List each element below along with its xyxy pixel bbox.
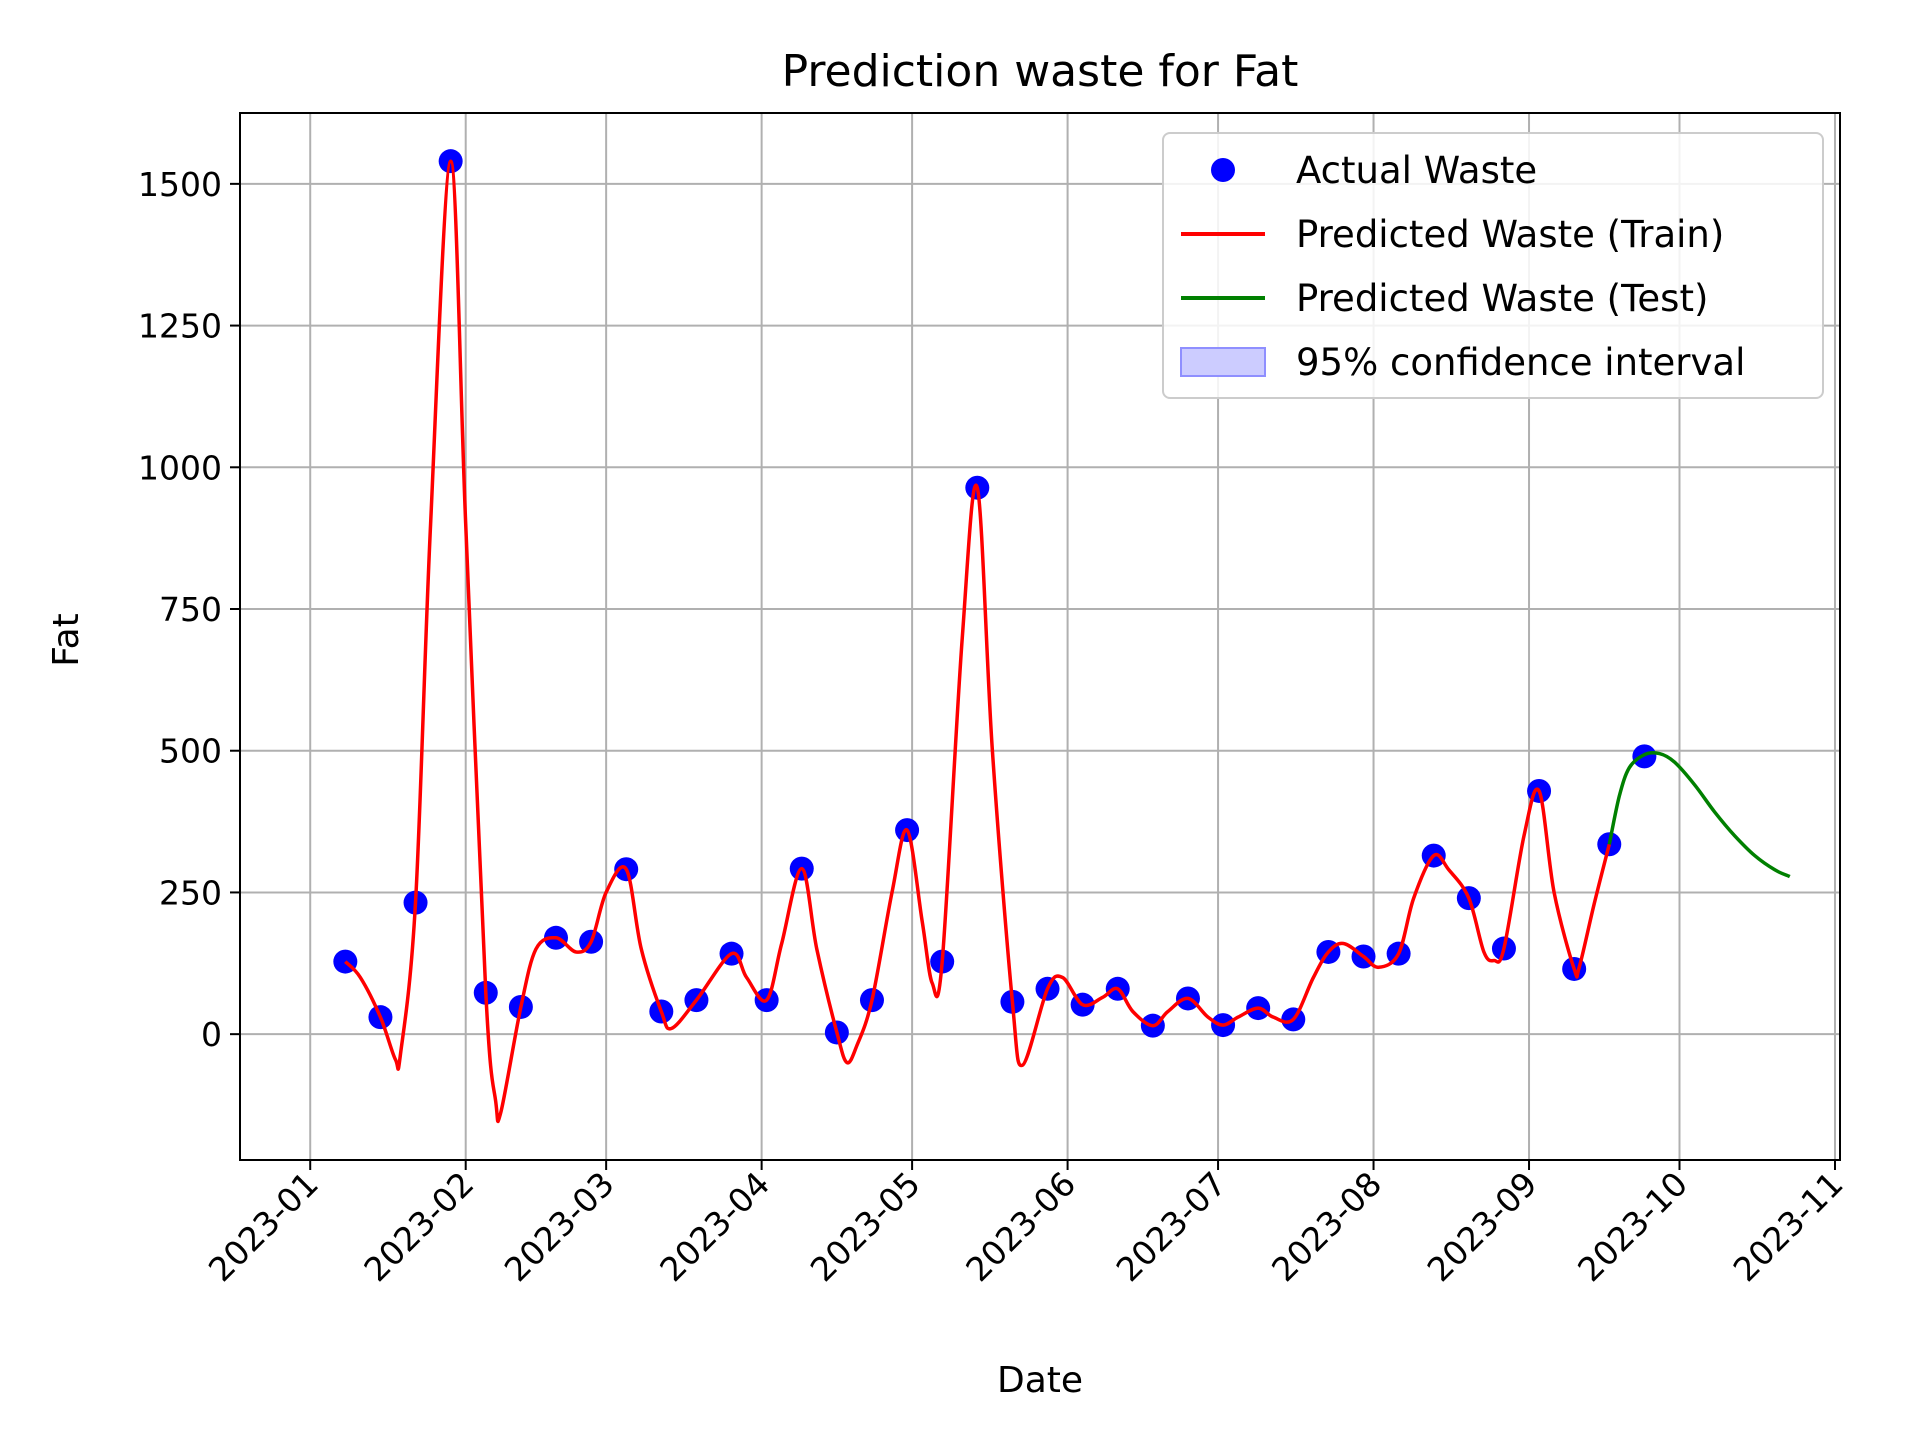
y-tick-label: 1500 [138,165,222,204]
legend: Actual Waste Predicted Waste (Train) Predi… [1162,132,1824,399]
predicted-train-line [344,159,1611,1124]
x-axis-label: Date [997,1360,1083,1401]
plot-frame [239,112,1841,1161]
y-axis: 0 250 500 750 1000 1250 1500 [138,165,240,1054]
legend-label: 95% confidence interval [1296,341,1745,384]
y-tick-label: 250 [159,873,222,912]
legend-marker-actual [1211,158,1235,182]
legend-marker-band [1180,347,1266,377]
y-tick-label: 500 [159,732,222,771]
legend-label: Actual Waste [1296,149,1537,192]
predicted-test-line [1607,750,1791,879]
legend-label: Predicted Waste (Train) [1296,213,1724,256]
y-tick-label: 1250 [138,307,222,346]
legend-label: Predicted Waste (Test) [1296,277,1708,320]
y-tick-label: 0 [201,1015,222,1054]
chart-title: Prediction waste for Fat [782,46,1299,97]
y-tick-label: 1000 [138,448,222,487]
y-tick-label: 750 [159,590,222,629]
plot-area [333,149,1791,1124]
legend-box [1162,132,1824,399]
y-axis-label: Fat [46,613,87,667]
